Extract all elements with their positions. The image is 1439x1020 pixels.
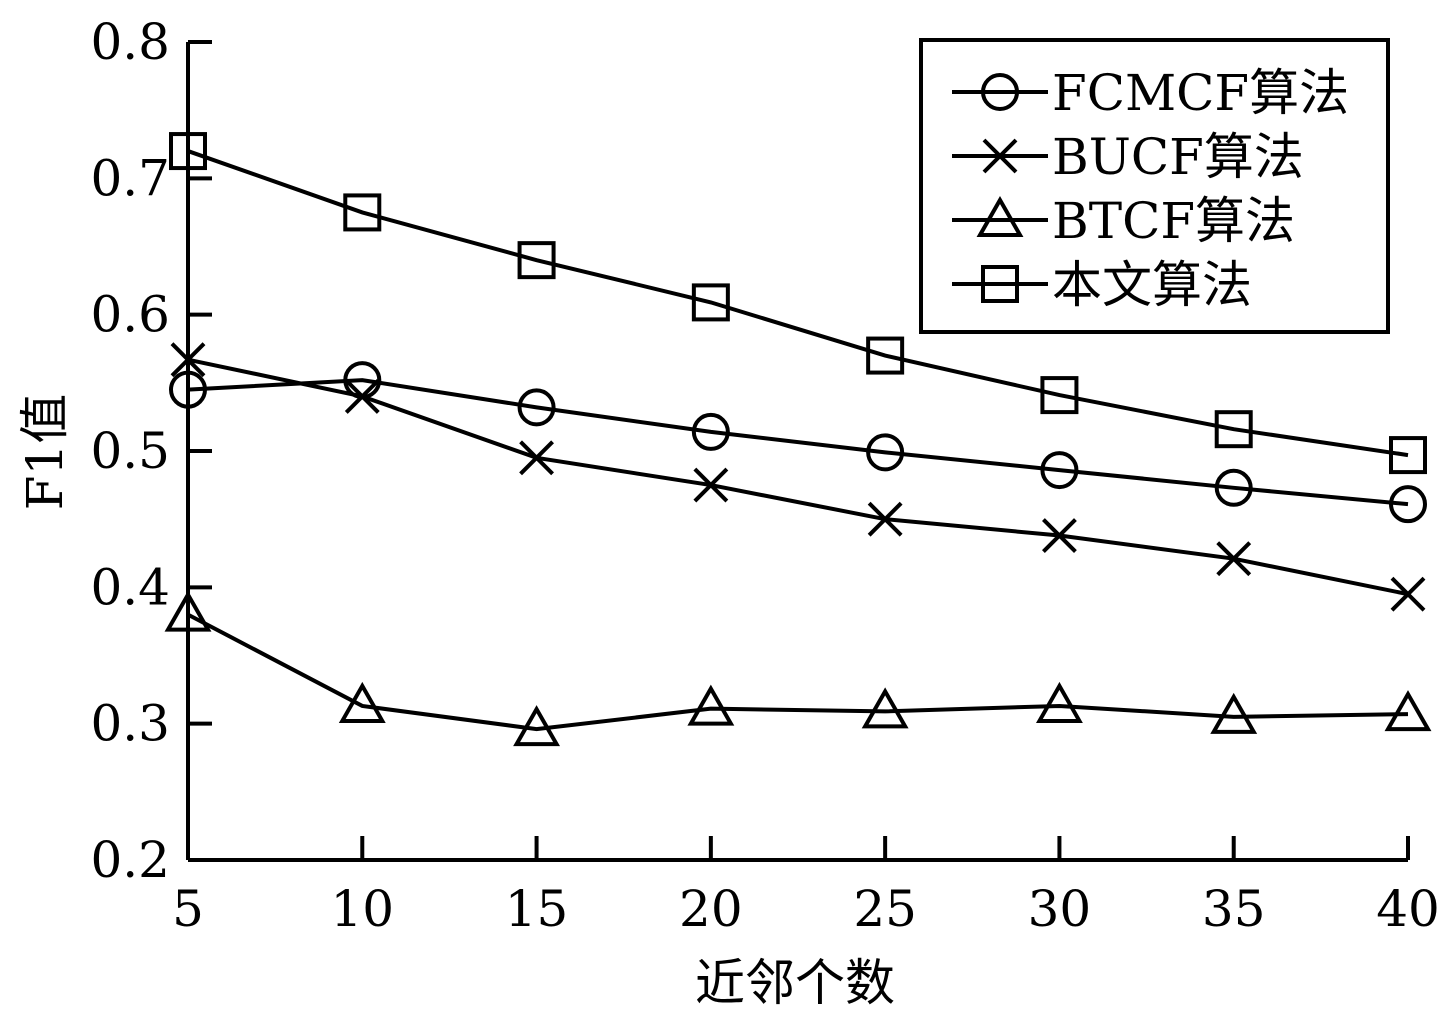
- data-point: [1210, 692, 1258, 734]
- x-tick-label: 40: [1376, 880, 1439, 938]
- data-point: [691, 412, 730, 451]
- legend-label: BUCF算法: [1052, 128, 1304, 186]
- data-point: [164, 590, 212, 632]
- legend-marker: [981, 73, 1019, 111]
- data-point: [1040, 451, 1079, 490]
- data-point: [1389, 485, 1427, 524]
- data-point: [519, 440, 554, 476]
- data-point: [693, 467, 729, 503]
- legend-item: FCMCF算法: [952, 64, 1349, 122]
- legend-label: FCMCF算法: [1052, 64, 1349, 122]
- x-tick-label: 5: [172, 880, 204, 938]
- y-tick-label: 0.7: [90, 149, 170, 207]
- series-3: [164, 590, 1432, 747]
- y-tick-label: 0.6: [90, 286, 170, 344]
- legend-marker: [982, 138, 1018, 174]
- x-axis-title: 近邻个数: [695, 954, 895, 1012]
- x-tick-label: 15: [505, 880, 569, 938]
- y-tick-label: 0.3: [90, 695, 170, 753]
- data-point: [687, 684, 735, 726]
- series-line: [187, 149, 1409, 458]
- legend-label: 本文算法: [1052, 256, 1252, 314]
- data-point: [343, 193, 382, 232]
- data-point: [1042, 518, 1077, 553]
- data-point: [170, 342, 206, 378]
- legend-marker: [981, 265, 1019, 303]
- data-point: [344, 379, 380, 414]
- data-point: [1384, 690, 1432, 732]
- series-line: [187, 612, 1409, 732]
- series-line: [187, 357, 1409, 597]
- y-axis-title: F1值: [16, 394, 74, 511]
- legend-marker: [976, 195, 1024, 237]
- data-point: [1035, 681, 1083, 723]
- series-4: [169, 132, 1427, 475]
- data-point: [517, 241, 556, 280]
- data-point: [513, 705, 561, 747]
- data-point: [169, 132, 207, 171]
- y-tick-label: 0.8: [90, 13, 170, 71]
- series-2: [170, 342, 1426, 612]
- x-tick-label: 35: [1202, 880, 1266, 938]
- data-point: [691, 283, 730, 322]
- legend-item: BUCF算法: [952, 128, 1304, 186]
- y-tick-label: 0.2: [90, 831, 170, 889]
- x-tick-label: 20: [679, 880, 743, 938]
- legend-label: BTCF算法: [1052, 192, 1295, 250]
- data-point: [861, 687, 909, 729]
- series-line: [187, 378, 1409, 507]
- legend-item: 本文算法: [952, 256, 1252, 314]
- data-point: [1389, 436, 1427, 475]
- data-point: [1214, 410, 1253, 449]
- legend-item: BTCF算法: [952, 192, 1295, 250]
- x-tick-label: 30: [1028, 880, 1092, 938]
- series-1: [169, 361, 1427, 524]
- x-tick-label: 10: [330, 880, 394, 938]
- data-point: [866, 433, 905, 472]
- data-point: [1216, 541, 1252, 577]
- data-point: [169, 370, 207, 409]
- series-layer: [164, 132, 1432, 747]
- y-tick-label: 0.4: [90, 558, 170, 616]
- data-point: [1390, 576, 1426, 612]
- data-point: [1040, 376, 1079, 415]
- data-point: [1214, 468, 1253, 507]
- axes: 0.2 0.3 0.4 0.5 0.6 0.7 0.8 5 10 15 20 25 30 35 40: [90, 13, 1439, 938]
- x-tick-label: 25: [853, 880, 917, 938]
- data-point: [867, 501, 903, 537]
- data-point: [338, 681, 386, 723]
- data-point: [866, 336, 905, 375]
- data-point: [517, 388, 556, 427]
- y-tick-label: 0.5: [90, 422, 170, 480]
